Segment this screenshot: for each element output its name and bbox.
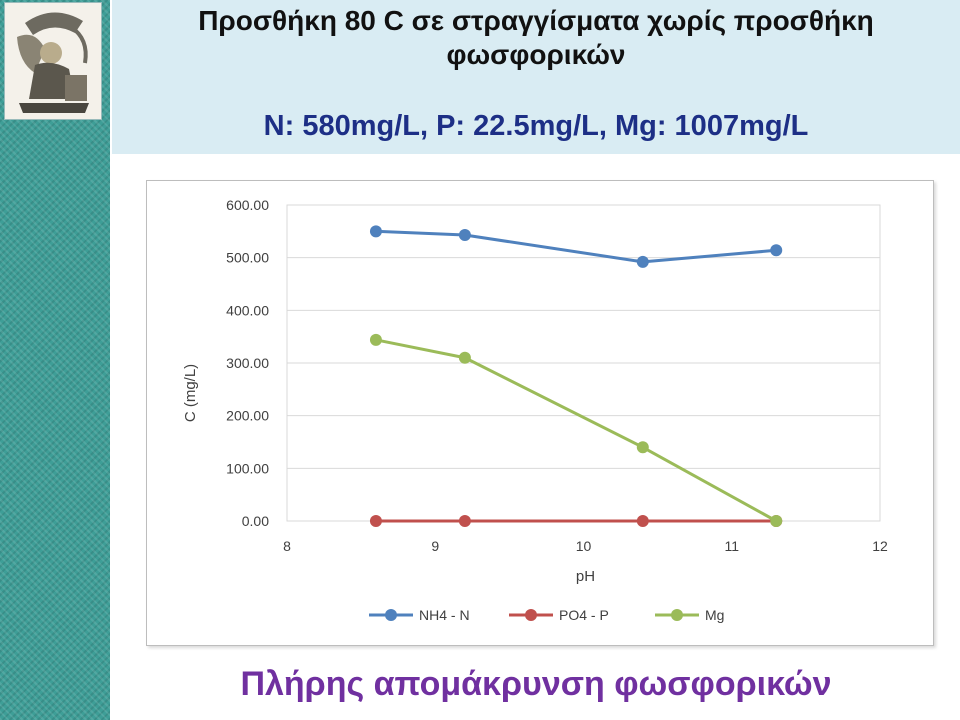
data-point — [458, 515, 471, 527]
data-point — [770, 244, 783, 257]
y-tick-label: 100.00 — [226, 460, 269, 476]
x-tick-label: 10 — [576, 538, 592, 554]
chart-frame: 0.00 100.00 200.00 300.00 400.00 500.00 600.00… — [146, 180, 934, 646]
left-decorative-band — [0, 0, 110, 720]
legend-marker — [525, 609, 537, 621]
y-axis-label: C (mg/L) — [182, 364, 199, 422]
legend-marker — [671, 609, 683, 621]
series-line — [375, 229, 777, 264]
legend-label: Mg — [705, 607, 724, 623]
legend-label: NH4 - N — [419, 607, 470, 623]
title-line-2: φωσφορικών — [446, 39, 626, 70]
data-point — [458, 351, 471, 364]
y-tick-label: 300.00 — [226, 355, 269, 371]
footer-caption: Πλήρης απομάκρυνση φωσφορικών — [240, 665, 832, 703]
x-tick-label: 8 — [283, 538, 291, 554]
x-tick-label: 11 — [724, 538, 739, 554]
y-tick-label: 600.00 — [226, 197, 269, 213]
line-chart: 0.00 100.00 200.00 300.00 400.00 500.00 600.00… — [182, 197, 888, 623]
data-point — [636, 515, 649, 527]
slide-title: Προσθήκη 80 C σε στραγγίσματα χωρίς προσ… — [112, 4, 960, 72]
logo-emblem-icon — [5, 3, 101, 119]
data-point — [369, 225, 382, 238]
y-tick-label: 200.00 — [226, 408, 269, 424]
data-point — [636, 255, 649, 268]
x-tick-label: 12 — [872, 538, 888, 554]
y-tick-label: 400.00 — [226, 302, 269, 318]
slide-subtitle: N: 580mg/L, P: 22.5mg/L, Mg: 1007mg/L — [263, 110, 809, 142]
y-tick-label: 500.00 — [226, 250, 269, 266]
y-tick-label: 0.00 — [242, 513, 269, 529]
legend-marker — [385, 609, 397, 621]
data-point — [770, 515, 783, 527]
legend-label: PO4 - P — [559, 607, 609, 623]
x-tick-label: 9 — [431, 538, 439, 554]
header-panel — [112, 0, 960, 154]
data-point — [458, 229, 471, 242]
series-line — [375, 338, 777, 523]
data-point — [369, 333, 382, 346]
data-point — [636, 441, 649, 454]
title-line-1: Προσθήκη 80 C σε στραγγίσματα χωρίς προσ… — [198, 5, 874, 36]
university-logo — [4, 2, 102, 120]
data-point — [369, 515, 382, 527]
x-axis-label: pH — [576, 568, 595, 585]
